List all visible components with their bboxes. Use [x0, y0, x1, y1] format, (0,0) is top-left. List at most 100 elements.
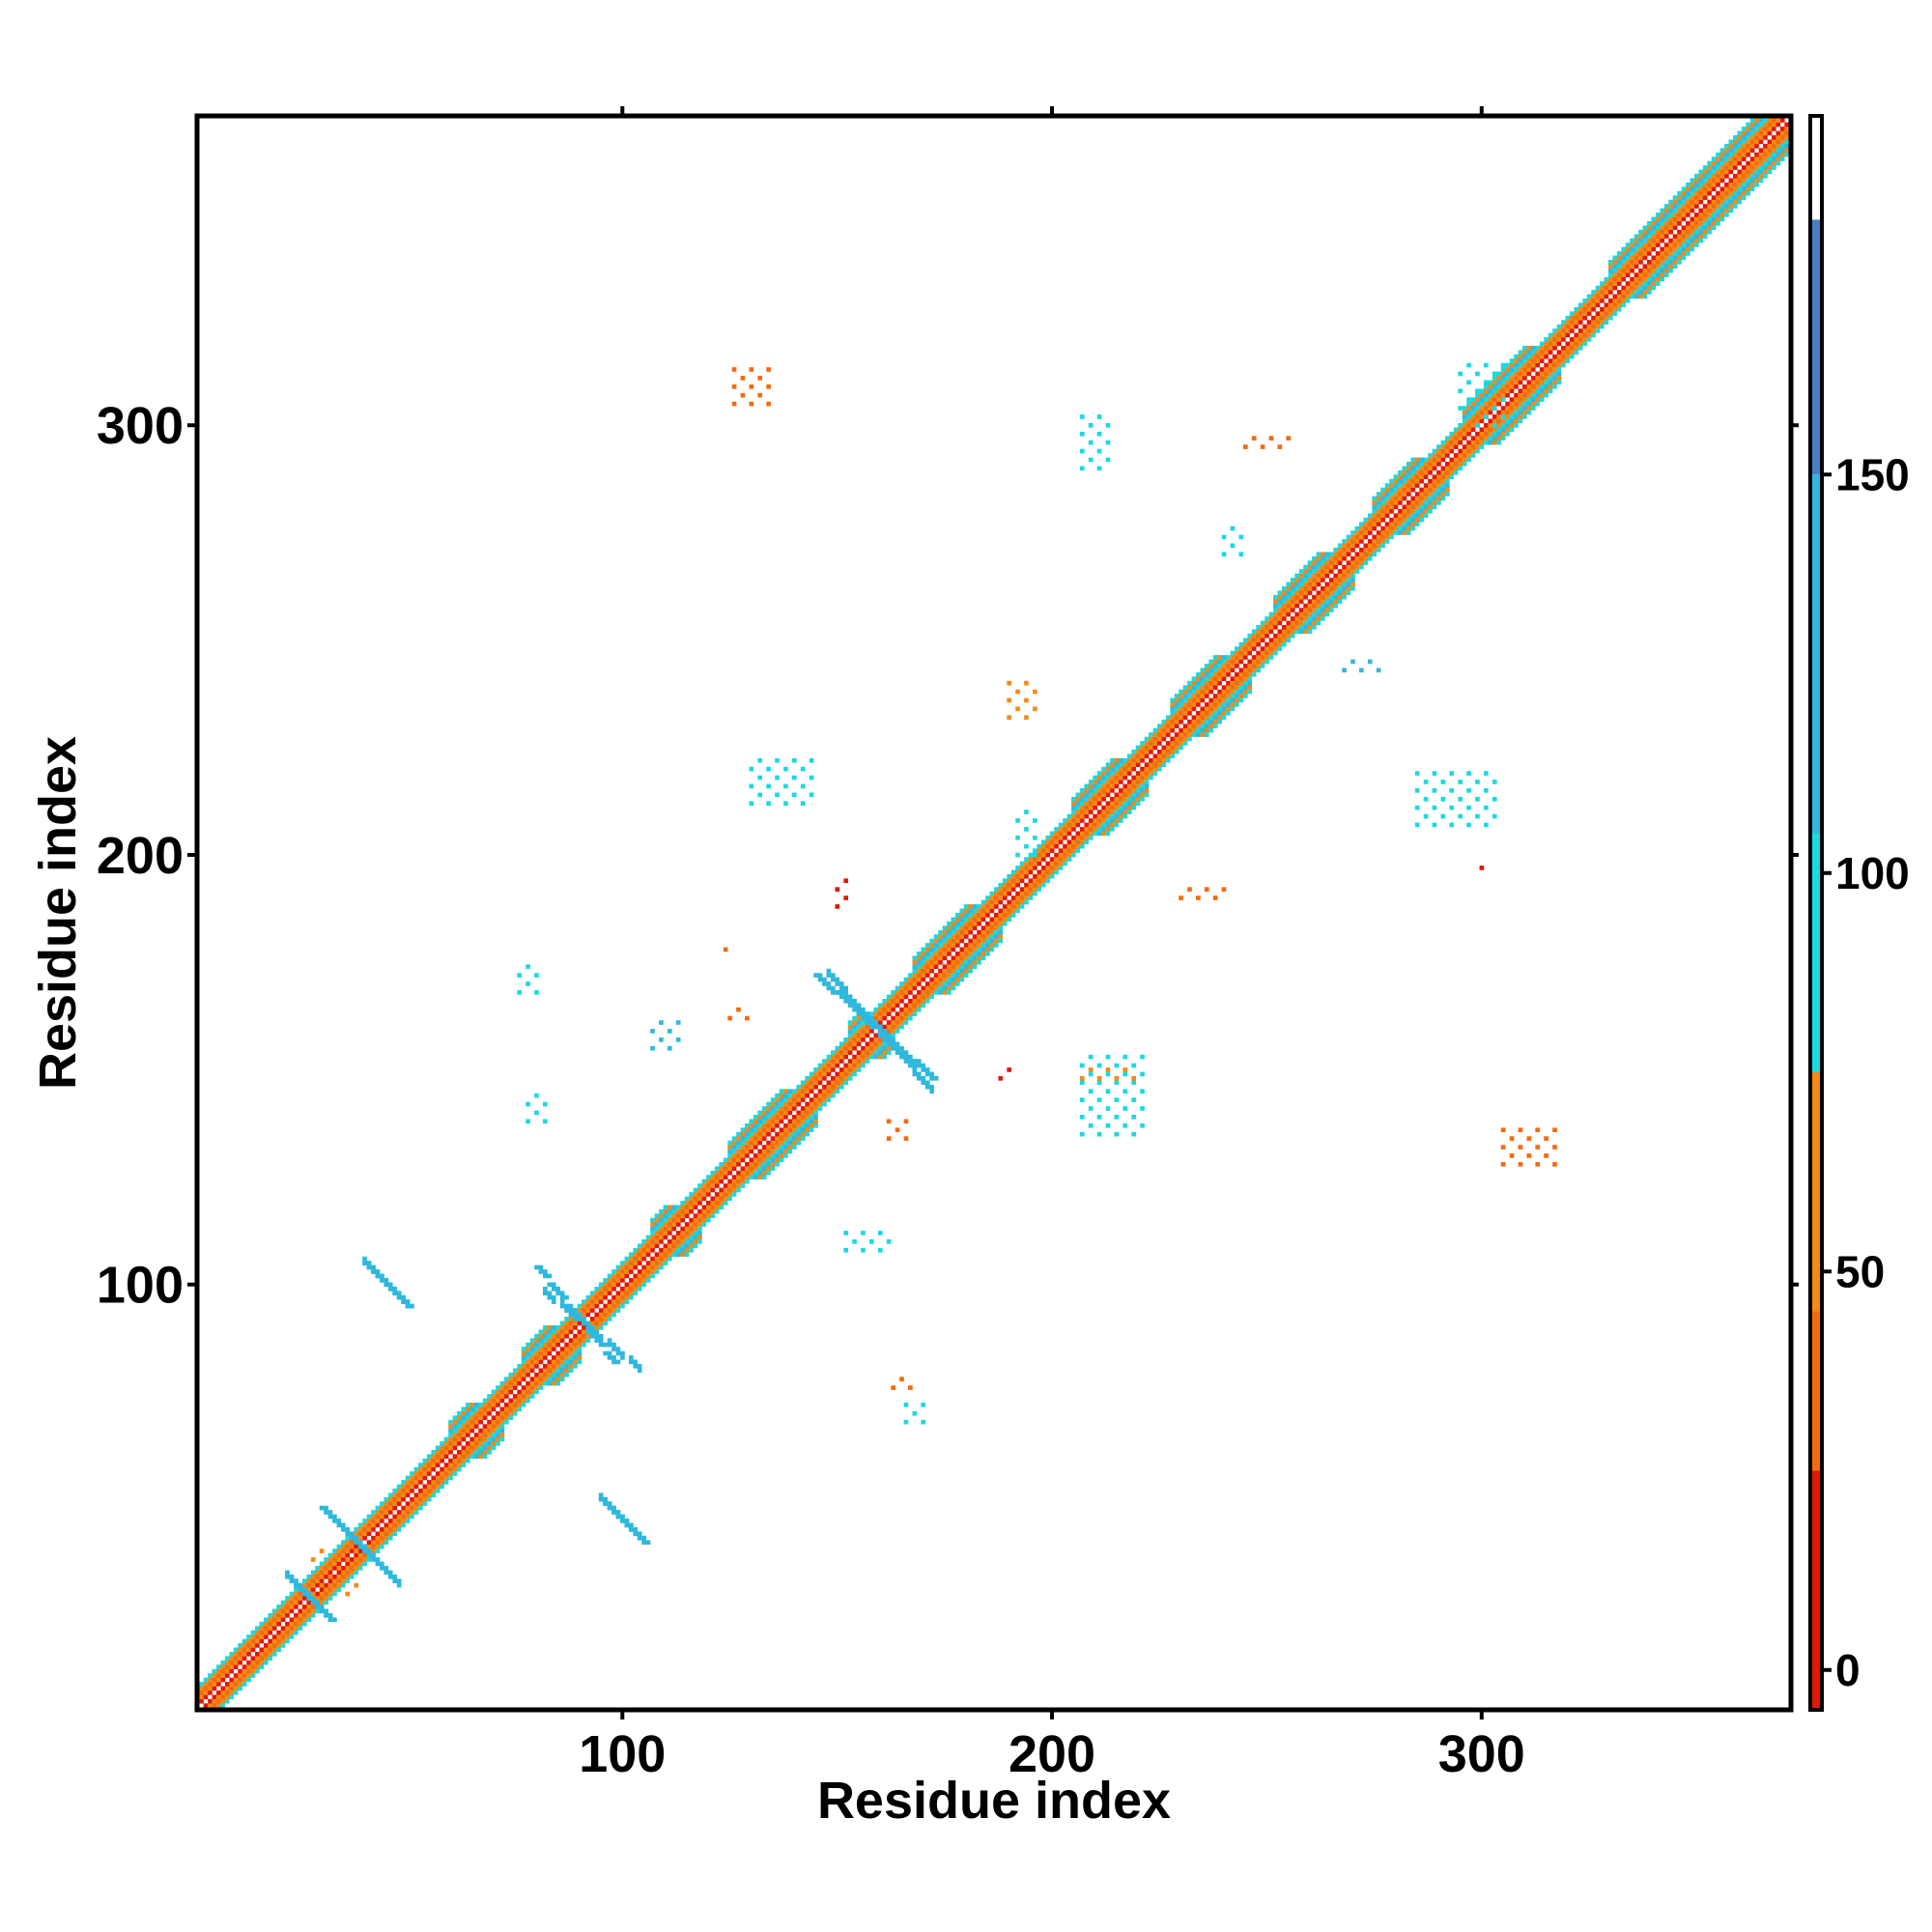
contact-cell: [1686, 182, 1690, 187]
contact-cell: [1724, 174, 1729, 179]
contact-cell: [529, 1368, 535, 1374]
contact-cell: [1539, 371, 1545, 377]
contact-cell: [473, 1424, 479, 1429]
contact-cell: [831, 1080, 836, 1086]
contact-cell: [1779, 135, 1785, 140]
contact-cell: [1716, 213, 1720, 217]
contact-cell: [585, 1324, 591, 1330]
contact-cell: [1621, 268, 1626, 273]
contact-cell: [1514, 392, 1519, 398]
contact-cell: [534, 1359, 539, 1365]
contact-cell: [701, 1222, 707, 1227]
contact-cell: [1621, 285, 1626, 291]
contact-cell: [947, 947, 952, 952]
contact-cell: [465, 1458, 470, 1463]
contact-cell: [675, 1231, 681, 1236]
contact-cell: [933, 1076, 939, 1081]
contact-cell: [1767, 118, 1773, 123]
contact-cell: [813, 1115, 818, 1120]
contact-cell: [1440, 483, 1446, 488]
contact-cell: [1273, 611, 1278, 617]
contact-cell: [1028, 861, 1034, 867]
contact-cell: [401, 1514, 406, 1520]
contact-cell: [457, 1466, 462, 1472]
contact-cell: [1380, 513, 1385, 519]
contact-cell: [903, 1059, 909, 1064]
contact-cell: [1728, 148, 1734, 154]
contact-cell: [405, 1501, 411, 1506]
contact-cell: [645, 1273, 651, 1279]
contact-cell: [1010, 913, 1016, 918]
contact-cell: [1698, 169, 1704, 175]
contact-cell: [1380, 539, 1385, 544]
contact-cell: [989, 929, 995, 935]
contact-cell: [727, 1170, 732, 1176]
contact-cell: [1698, 220, 1704, 226]
contact-cell: [1337, 599, 1343, 605]
contact-cell: [1268, 638, 1274, 643]
contact-cell: [1509, 410, 1515, 415]
contact-cell: [1530, 358, 1536, 363]
contact-cell: [1149, 750, 1153, 754]
contact-cell: [938, 943, 943, 948]
contact-cell: [847, 1024, 853, 1030]
contact-cell: [1093, 822, 1097, 828]
contact-cell: [1410, 478, 1416, 484]
contact-cell: [800, 1119, 806, 1124]
contact-cell: [1462, 427, 1467, 433]
contact-cell: [1663, 246, 1669, 252]
contact-cell: [1028, 857, 1034, 862]
contact-cell: [1522, 362, 1527, 368]
contact-cell: [418, 1471, 423, 1476]
contact-cell: [1719, 195, 1725, 200]
contact-cell: [977, 943, 981, 948]
contact-cell: [838, 1059, 844, 1064]
contact-cell: [873, 1050, 879, 1055]
contact-cell: [559, 1372, 565, 1378]
contact-cell: [371, 1544, 376, 1549]
contact-cell: [1238, 685, 1244, 690]
contact-cell: [1651, 259, 1657, 265]
contact-cell: [1238, 659, 1244, 665]
contact-cell: [1741, 178, 1747, 184]
contact-cell: [1741, 169, 1747, 175]
contact-cell: [1410, 469, 1416, 475]
contact-cell: [199, 1694, 204, 1700]
contact-cell: [710, 1200, 716, 1206]
contact-cell: [895, 1045, 900, 1051]
contact-cell: [375, 1522, 381, 1528]
contact-cell: [1212, 655, 1218, 660]
contact-cell: [387, 1574, 393, 1579]
contact-cell: [1702, 165, 1708, 170]
contact-cell: [220, 1660, 226, 1665]
contact-cell: [1479, 392, 1485, 398]
contact-cell: [796, 1115, 802, 1120]
contact-cell: [603, 1294, 608, 1300]
contact-cell: [838, 994, 844, 1000]
contact-cell: [951, 934, 956, 939]
contact-cell: [1612, 302, 1618, 308]
contact-cell: [1376, 539, 1381, 544]
contact-cell: [1716, 208, 1720, 213]
contact-cell: [1569, 345, 1575, 351]
contact-cell: [1642, 264, 1648, 270]
contact-cell: [1544, 384, 1548, 389]
contact-cell: [1277, 633, 1283, 639]
contact-cell: [1212, 710, 1218, 716]
contact-cell: [555, 1359, 561, 1365]
contact-cell: [1321, 573, 1325, 579]
contact-cell: [959, 955, 965, 961]
contact-cell: [1509, 358, 1515, 363]
contact-cell: [457, 1410, 462, 1416]
contact-cell: [809, 1076, 814, 1081]
contact-cell: [1165, 724, 1171, 728]
contact-cell: [1479, 401, 1485, 407]
contact-cell: [573, 1347, 578, 1351]
contact-cell: [1196, 697, 1201, 703]
contact-cell: [615, 1510, 621, 1515]
contact-cell: [478, 1441, 483, 1446]
contact-cell: [959, 913, 965, 918]
contact-cell: [886, 994, 892, 1000]
contact-cell: [740, 1145, 746, 1150]
contact-cell: [1079, 835, 1085, 840]
